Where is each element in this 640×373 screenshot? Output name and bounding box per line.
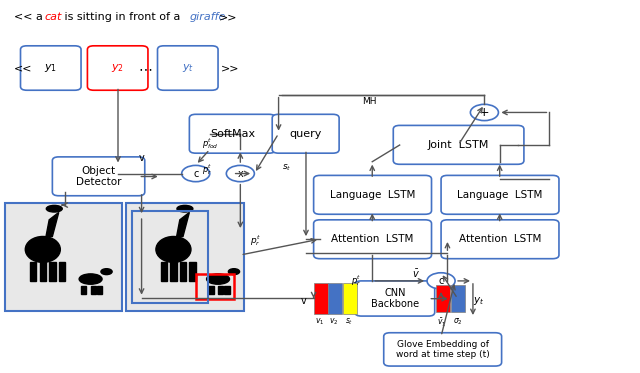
- FancyBboxPatch shape: [394, 125, 524, 164]
- FancyBboxPatch shape: [441, 175, 559, 214]
- Text: $y_1$: $y_1$: [44, 62, 58, 74]
- Text: $v_2$: $v_2$: [330, 317, 339, 327]
- Bar: [328, 283, 342, 314]
- Text: CNN
Backbone: CNN Backbone: [371, 288, 419, 309]
- Bar: [451, 285, 465, 312]
- Text: $y_t$: $y_t$: [182, 62, 194, 74]
- Text: is sitting in front of a: is sitting in front of a: [61, 13, 184, 22]
- FancyBboxPatch shape: [157, 46, 218, 90]
- Text: Attention  LSTM: Attention LSTM: [332, 234, 413, 244]
- Text: Attention  LSTM: Attention LSTM: [459, 234, 541, 244]
- FancyBboxPatch shape: [355, 281, 435, 316]
- Text: SoftMax: SoftMax: [210, 129, 255, 139]
- Text: $v_1$: $v_1$: [315, 317, 324, 327]
- Text: $\bar{v}_1$: $\bar{v}_1$: [437, 317, 447, 329]
- Ellipse shape: [46, 206, 62, 212]
- Text: MH: MH: [362, 97, 377, 106]
- Ellipse shape: [26, 236, 60, 262]
- FancyBboxPatch shape: [125, 203, 244, 311]
- Text: +: +: [479, 106, 490, 119]
- Text: $\bar{v}$: $\bar{v}$: [412, 267, 420, 279]
- Polygon shape: [97, 286, 102, 294]
- FancyBboxPatch shape: [88, 46, 148, 90]
- Text: cat: cat: [45, 13, 62, 22]
- Polygon shape: [40, 262, 46, 281]
- Bar: [196, 273, 234, 300]
- Text: $s_t$: $s_t$: [282, 162, 291, 173]
- Text: Joint  LSTM: Joint LSTM: [428, 140, 490, 150]
- Text: v: v: [138, 153, 144, 163]
- Ellipse shape: [79, 274, 102, 284]
- Text: $y_2$: $y_2$: [111, 62, 124, 74]
- Text: >>: >>: [221, 63, 240, 73]
- Text: $\cdots$: $\cdots$: [138, 61, 153, 75]
- Circle shape: [470, 104, 499, 120]
- Polygon shape: [218, 286, 223, 294]
- Bar: [314, 283, 328, 314]
- Bar: [343, 283, 357, 314]
- Text: << a: << a: [14, 13, 47, 22]
- Polygon shape: [177, 212, 189, 236]
- Ellipse shape: [177, 206, 193, 212]
- Polygon shape: [91, 286, 96, 294]
- Polygon shape: [46, 212, 59, 236]
- FancyBboxPatch shape: [314, 175, 431, 214]
- Polygon shape: [49, 262, 56, 281]
- Bar: [132, 211, 209, 303]
- Text: query: query: [289, 129, 322, 139]
- FancyBboxPatch shape: [441, 220, 559, 259]
- FancyBboxPatch shape: [272, 114, 339, 153]
- Text: $p^t_r$: $p^t_r$: [202, 162, 212, 177]
- Text: $p^t_r$: $p^t_r$: [351, 273, 361, 288]
- Text: >>: >>: [220, 13, 238, 22]
- Polygon shape: [81, 286, 86, 294]
- Polygon shape: [189, 262, 196, 281]
- Text: Object
Detector: Object Detector: [76, 166, 122, 187]
- Circle shape: [182, 165, 210, 182]
- Text: $y_t$: $y_t$: [473, 295, 484, 307]
- Ellipse shape: [156, 236, 191, 262]
- Polygon shape: [161, 262, 167, 281]
- Text: c: c: [438, 276, 444, 286]
- FancyBboxPatch shape: [20, 46, 81, 90]
- FancyBboxPatch shape: [4, 203, 122, 311]
- Text: c: c: [193, 169, 198, 179]
- Polygon shape: [180, 262, 186, 281]
- Polygon shape: [59, 262, 65, 281]
- Text: Glove Embedding of
word at time step (t): Glove Embedding of word at time step (t): [396, 340, 490, 359]
- Polygon shape: [209, 286, 214, 294]
- Circle shape: [427, 273, 455, 289]
- Text: Language  LSTM: Language LSTM: [330, 190, 415, 200]
- Text: x: x: [237, 169, 243, 179]
- Text: $p^t_{fod}$: $p^t_{fod}$: [202, 137, 219, 151]
- FancyBboxPatch shape: [384, 333, 502, 366]
- FancyBboxPatch shape: [314, 220, 431, 259]
- Ellipse shape: [207, 274, 230, 284]
- FancyBboxPatch shape: [52, 157, 145, 196]
- Text: $p^t_r$: $p^t_r$: [250, 233, 260, 248]
- Text: giraffe: giraffe: [189, 13, 226, 22]
- Text: Language  LSTM: Language LSTM: [458, 190, 543, 200]
- FancyBboxPatch shape: [189, 114, 275, 153]
- Circle shape: [227, 165, 254, 182]
- Text: $\sigma_2$: $\sigma_2$: [452, 317, 463, 327]
- Polygon shape: [225, 286, 230, 294]
- Bar: [436, 285, 450, 312]
- Ellipse shape: [101, 269, 112, 275]
- Text: $s_t$: $s_t$: [344, 317, 353, 327]
- Text: v: v: [301, 296, 307, 306]
- Polygon shape: [170, 262, 177, 281]
- Text: <<: <<: [14, 63, 33, 73]
- Polygon shape: [30, 262, 36, 281]
- Ellipse shape: [228, 269, 239, 275]
